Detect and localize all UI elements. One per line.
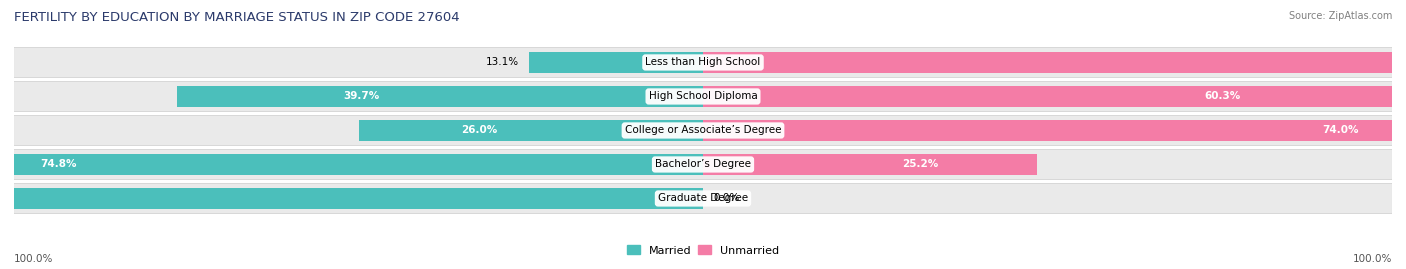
Text: Graduate Degree: Graduate Degree (658, 193, 748, 203)
Bar (530, 52, 703, 73)
Bar (703, 86, 1406, 107)
Text: FERTILITY BY EDUCATION BY MARRIAGE STATUS IN ZIP CODE 27604: FERTILITY BY EDUCATION BY MARRIAGE STATU… (14, 11, 460, 24)
Bar (0, 154, 703, 175)
Bar (703, 52, 1406, 73)
FancyBboxPatch shape (14, 150, 1392, 179)
Text: 26.0%: 26.0% (461, 125, 498, 136)
Bar (177, 86, 703, 107)
FancyBboxPatch shape (14, 183, 1392, 213)
FancyBboxPatch shape (14, 48, 1392, 77)
Text: 0.0%: 0.0% (714, 193, 740, 203)
Text: College or Associate’s Degree: College or Associate’s Degree (624, 125, 782, 136)
Text: 13.1%: 13.1% (485, 58, 519, 68)
Text: 74.0%: 74.0% (1322, 125, 1358, 136)
Text: 25.2%: 25.2% (901, 160, 938, 169)
Text: 39.7%: 39.7% (343, 91, 380, 101)
Text: High School Diploma: High School Diploma (648, 91, 758, 101)
Text: 100.0%: 100.0% (14, 254, 53, 264)
Text: 100.0%: 100.0% (1353, 254, 1392, 264)
Bar (359, 120, 703, 141)
Text: 60.3%: 60.3% (1204, 91, 1240, 101)
Legend: Married, Unmarried: Married, Unmarried (621, 241, 785, 260)
Text: Bachelor’s Degree: Bachelor’s Degree (655, 160, 751, 169)
Bar (0, 188, 703, 209)
FancyBboxPatch shape (14, 115, 1392, 146)
Text: 74.8%: 74.8% (41, 160, 77, 169)
Text: Source: ZipAtlas.com: Source: ZipAtlas.com (1288, 11, 1392, 21)
Text: Less than High School: Less than High School (645, 58, 761, 68)
FancyBboxPatch shape (14, 82, 1392, 111)
Bar (703, 154, 1036, 175)
Bar (703, 120, 1406, 141)
